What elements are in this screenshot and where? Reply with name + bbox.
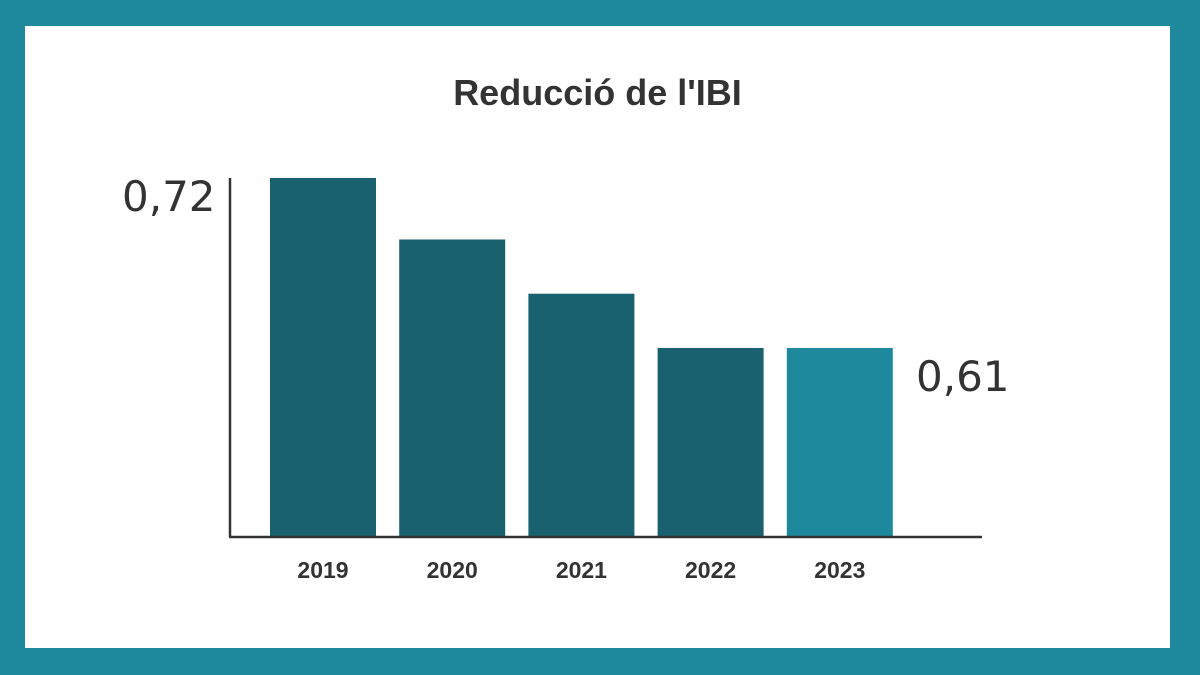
- last-value-label: 0,61: [916, 352, 1010, 401]
- bar-2022: [657, 347, 764, 536]
- bar-2019: [270, 178, 376, 536]
- bar-chart: 2019 2020 2021 2022 2023: [228, 178, 982, 583]
- bar-2020: [399, 239, 506, 537]
- x-tick-label-2022: 2022: [685, 557, 736, 583]
- x-tick-label-2020: 2020: [427, 557, 478, 583]
- first-value-label: 0,72: [122, 172, 216, 221]
- chart-card: Reducció de l'IBI 2019 2020 2021 2022 2023 0…: [25, 26, 1170, 648]
- bar-2021: [528, 293, 635, 536]
- bar-2023: [786, 347, 893, 536]
- x-tick-label-2023: 2023: [814, 557, 865, 583]
- x-tick-label-2021: 2021: [556, 557, 607, 583]
- chart-title: Reducció de l'IBI: [453, 72, 742, 113]
- x-tick-label-2019: 2019: [297, 557, 348, 583]
